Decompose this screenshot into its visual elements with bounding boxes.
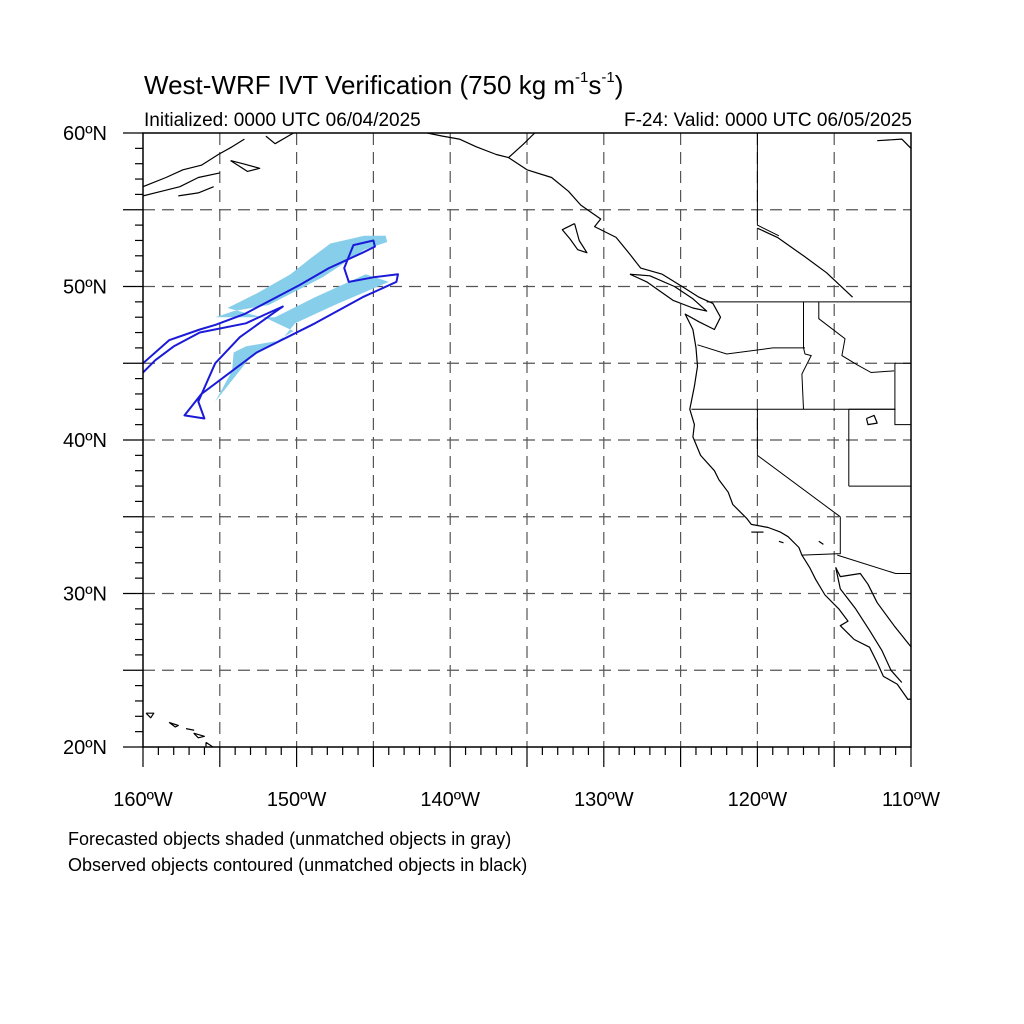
axis-ticks (123, 132, 912, 767)
political-border (818, 301, 895, 374)
coastline (778, 540, 784, 544)
coastline (178, 186, 214, 197)
coastline (143, 172, 220, 197)
initialized-time: Initialized: 0000 UTC 06/04/2025 (144, 110, 421, 131)
coastline (835, 567, 903, 683)
political-borders (691, 133, 911, 574)
political-border (697, 344, 805, 355)
chart-title: West-WRF IVT Verification (750 kg m-1s-1… (144, 69, 624, 100)
political-border (894, 363, 911, 426)
lat-label: 60ºN (63, 123, 107, 145)
coastline (757, 227, 854, 298)
coastline (265, 133, 294, 145)
coastline (145, 712, 155, 719)
coastline (185, 728, 195, 731)
political-border (756, 409, 841, 518)
observed-object-outer (143, 239, 399, 420)
footnotes: Forecasted objects shaded (unmatched obj… (68, 826, 527, 878)
footnote-forecast: Forecasted objects shaded (unmatched obj… (68, 829, 512, 849)
lat-label: 50ºN (63, 277, 107, 299)
graticule (143, 133, 911, 747)
axis-labels: 60ºN 50ºN 40ºN 30ºN 20ºN 160ºW 150ºW 140ºW 130ºW… (63, 123, 940, 811)
coastline (508, 133, 911, 701)
coastline (835, 567, 911, 648)
coastline (168, 721, 179, 728)
lon-label: 110ºW (882, 789, 940, 811)
coastline (629, 273, 708, 312)
political-border (801, 516, 841, 556)
coastline (865, 414, 878, 426)
lon-label: 150ºW (267, 789, 327, 811)
lon-label: 120ºW (728, 789, 788, 811)
political-border (801, 301, 812, 410)
lat-label: 20ºN (63, 737, 107, 759)
footnote-observed: Observed objects contoured (unmatched ob… (68, 855, 528, 875)
coastline (877, 138, 911, 149)
coastline (561, 223, 588, 254)
lat-label: 30ºN (63, 584, 107, 606)
coastline (818, 540, 824, 545)
lon-label: 140ºW (420, 789, 480, 811)
coastline (230, 160, 261, 172)
forecast-objects (215, 235, 389, 402)
lon-label: 160ºW (113, 789, 173, 811)
forecast-object-1 (215, 235, 389, 402)
observed-objects (143, 239, 399, 420)
lon-label: 130ºW (574, 789, 634, 811)
political-border (837, 554, 911, 574)
valid-time: F-24: Valid: 0000 UTC 06/05/2025 (624, 110, 912, 131)
coastline (193, 732, 205, 739)
lat-label: 40ºN (63, 430, 107, 452)
political-border (756, 133, 780, 237)
coastline (143, 138, 245, 188)
coastlines (143, 133, 911, 747)
coastline (427, 133, 509, 159)
